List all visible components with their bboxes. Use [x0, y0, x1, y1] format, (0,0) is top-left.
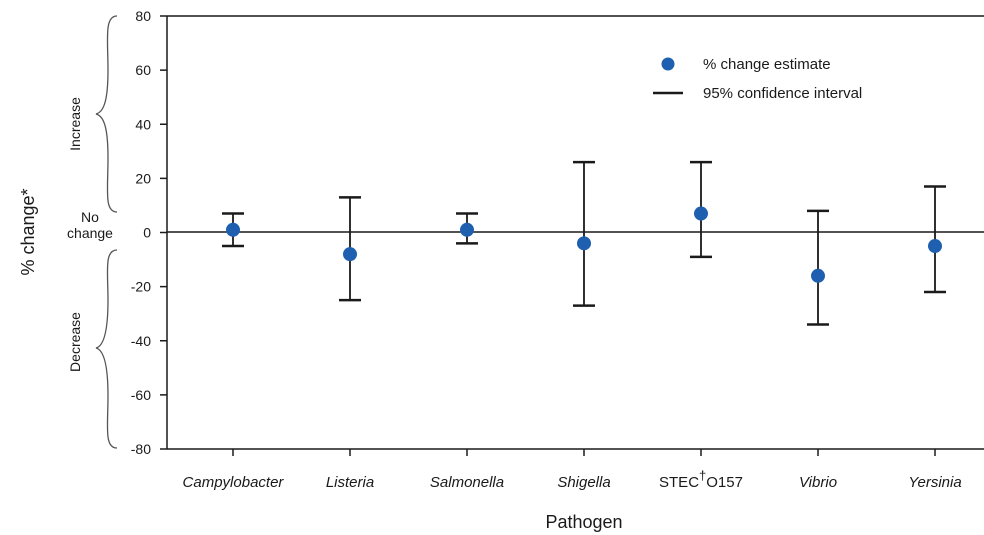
ci-bar [807, 209, 829, 326]
estimate-point [811, 268, 825, 283]
legend-label-estimate: % change estimate [703, 56, 831, 73]
estimate-point [928, 239, 942, 254]
y-tick-label: -60 [131, 387, 151, 403]
increase-label: Increase [67, 97, 83, 151]
y-tick-label: 0 [143, 225, 151, 241]
legend: % change estimate 95% confidence interva… [653, 56, 862, 102]
y-tick-label: 20 [135, 170, 151, 186]
x-ticks: Campylobacter Listeria Salmonella Shigella S… [183, 449, 962, 491]
x-tick-label: Listeria [326, 474, 374, 491]
decrease-label: Decrease [67, 312, 83, 372]
estimate-point [343, 247, 357, 262]
y-tick-label: 60 [135, 62, 151, 78]
x-tick-label: Vibrio [799, 474, 837, 491]
y-axis-title: % change* [18, 188, 38, 275]
y-ticks: 80 60 40 20 0 -20 -40 -60 -80 [131, 8, 167, 457]
legend-label-ci: 95% confidence interval [703, 85, 862, 102]
confidence-intervals [222, 160, 946, 326]
no-change-label-line2: change [67, 225, 113, 241]
decrease-brace [95, 249, 118, 449]
x-axis-title: Pathogen [545, 512, 622, 532]
ci-bar [573, 160, 595, 307]
estimate-point [226, 222, 240, 237]
y-tick-label: 40 [135, 116, 151, 132]
estimate-points [226, 206, 942, 283]
y-tick-label: -20 [131, 279, 151, 295]
y-tick-label: 80 [135, 8, 151, 24]
x-tick-label: STEC†O157 [659, 468, 743, 491]
y-tick-label: -40 [131, 333, 151, 349]
legend-point-marker [661, 57, 675, 71]
x-tick-label: Salmonella [430, 474, 504, 491]
x-tick-label: Campylobacter [183, 474, 285, 491]
increase-brace [95, 15, 118, 213]
estimate-point [460, 222, 474, 237]
no-change-label-line1: No [81, 209, 99, 225]
estimate-point [694, 206, 708, 221]
x-tick-label: Yersinia [908, 474, 961, 491]
y-tick-label: -80 [131, 441, 151, 457]
estimate-point [577, 236, 591, 251]
x-tick-label: Shigella [557, 474, 610, 491]
